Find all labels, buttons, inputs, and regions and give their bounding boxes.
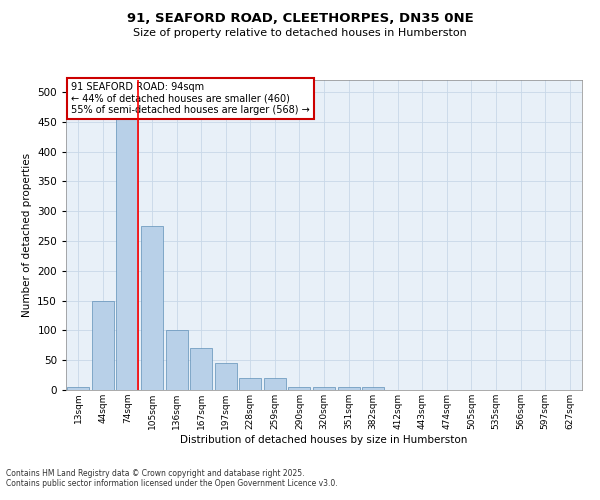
Text: Contains public sector information licensed under the Open Government Licence v3: Contains public sector information licen… (6, 478, 338, 488)
Text: 91, SEAFORD ROAD, CLEETHORPES, DN35 0NE: 91, SEAFORD ROAD, CLEETHORPES, DN35 0NE (127, 12, 473, 26)
Bar (92, 300, 114, 390)
X-axis label: Distribution of detached houses by size in Humberston: Distribution of detached houses by size … (181, 434, 467, 444)
Bar (313, 387, 335, 390)
Bar (239, 378, 262, 390)
Text: Size of property relative to detached houses in Humberston: Size of property relative to detached ho… (133, 28, 467, 38)
Bar (166, 330, 188, 390)
Bar (190, 348, 212, 390)
Text: 91 SEAFORD ROAD: 94sqm
← 44% of detached houses are smaller (460)
55% of semi-de: 91 SEAFORD ROAD: 94sqm ← 44% of detached… (71, 82, 310, 115)
Bar (215, 363, 237, 390)
Bar (264, 378, 286, 390)
Bar (67, 387, 89, 390)
Bar (141, 226, 163, 390)
Bar (116, 116, 139, 390)
Text: Contains HM Land Registry data © Crown copyright and database right 2025.: Contains HM Land Registry data © Crown c… (6, 468, 305, 477)
Y-axis label: Number of detached properties: Number of detached properties (22, 153, 32, 317)
Bar (338, 387, 359, 390)
Bar (289, 387, 310, 390)
Bar (362, 387, 384, 390)
